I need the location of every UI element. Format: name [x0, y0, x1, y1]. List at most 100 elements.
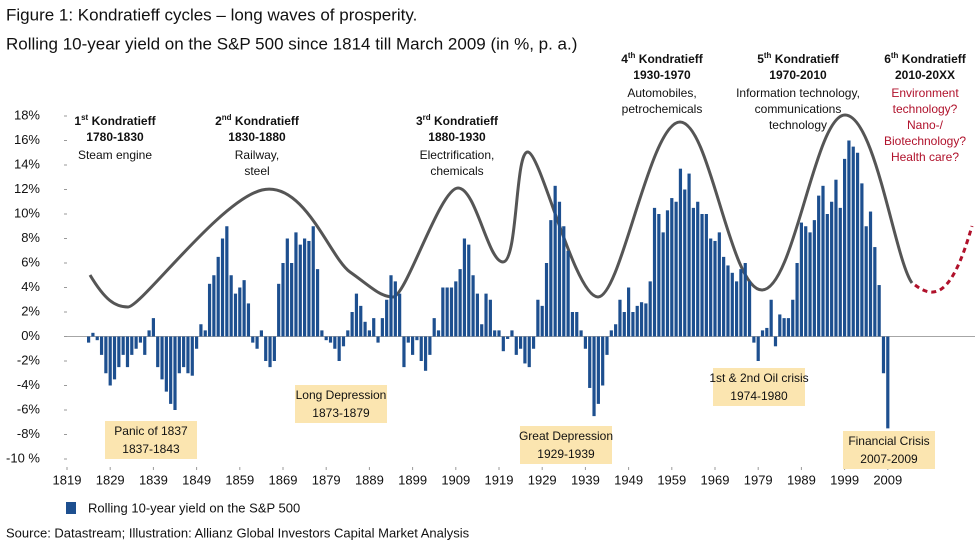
bar — [851, 146, 855, 337]
bar — [182, 336, 186, 368]
bar — [290, 263, 294, 337]
bar — [873, 247, 877, 337]
bar — [449, 287, 454, 337]
bar — [553, 185, 557, 337]
bar — [307, 240, 311, 337]
bar — [359, 305, 363, 337]
cycle-suffix: th — [764, 51, 772, 60]
bar — [423, 336, 428, 371]
bar — [631, 312, 635, 337]
x-tick-label: 1909 — [441, 472, 470, 487]
bar — [160, 336, 164, 380]
bar — [752, 336, 756, 343]
bar — [138, 336, 143, 343]
bar — [808, 232, 812, 337]
bar — [428, 336, 432, 355]
crisis-name: Long Depression — [296, 388, 387, 402]
bar — [242, 280, 246, 337]
bar — [622, 312, 626, 337]
x-tick-label: 1859 — [225, 472, 254, 487]
bar — [579, 330, 583, 337]
bar — [886, 336, 890, 429]
bar — [164, 336, 168, 392]
bar — [583, 336, 587, 349]
bar — [272, 336, 276, 361]
bar — [536, 299, 540, 337]
cycle-years: 1780-1830 — [86, 130, 144, 144]
bar — [696, 201, 700, 337]
crisis-box — [105, 421, 197, 459]
cycle-ordinal: 1 — [74, 114, 81, 128]
bar — [843, 158, 847, 337]
bar — [687, 173, 691, 337]
bar — [834, 179, 838, 337]
bar — [652, 207, 657, 337]
bar — [376, 336, 380, 343]
bar — [562, 226, 566, 337]
crisis-years: 1837-1843 — [122, 442, 180, 456]
bar — [864, 226, 868, 337]
bar — [216, 256, 220, 337]
bar — [130, 336, 134, 355]
bar — [341, 336, 346, 347]
bar — [251, 336, 255, 343]
bar — [121, 336, 125, 355]
bar — [294, 232, 298, 337]
cycle-name: Kondratieff — [232, 114, 300, 128]
cycle-years: 1880-1930 — [428, 130, 486, 144]
x-tick-label: 1869 — [269, 472, 298, 487]
x-tick-label: 1819 — [53, 472, 82, 487]
bar — [207, 283, 212, 337]
cycle-desc: Steam engine — [78, 148, 152, 162]
crisis-box — [843, 431, 935, 469]
bar — [523, 336, 527, 364]
x-tick-label: 1889 — [355, 472, 384, 487]
bar — [350, 312, 354, 337]
bar — [186, 336, 190, 374]
bar — [799, 222, 803, 337]
bar — [475, 293, 479, 337]
bar — [311, 226, 315, 337]
y-tick-label: 12% — [14, 181, 40, 196]
bar — [380, 318, 384, 337]
x-tick-label: 1979 — [744, 472, 773, 487]
bar — [389, 275, 393, 337]
y-tick-label: 18% — [14, 107, 40, 122]
bar — [596, 336, 600, 404]
cycle-desc: Environment — [891, 86, 959, 100]
bar — [229, 275, 233, 337]
bar — [169, 336, 173, 404]
bar — [570, 312, 575, 337]
bar — [635, 305, 639, 337]
bar — [510, 330, 514, 337]
legend-swatch — [66, 502, 76, 514]
y-tick-label: 4% — [21, 279, 40, 294]
bar — [203, 330, 207, 337]
bar — [717, 232, 721, 337]
bar — [769, 299, 773, 337]
bar — [225, 226, 229, 337]
bar — [454, 281, 458, 337]
cycle-suffix: th — [891, 51, 899, 60]
bar — [506, 336, 510, 339]
y-tick-label: -2% — [17, 352, 41, 367]
cycle-ordinal: 3 — [416, 114, 423, 128]
bar — [557, 201, 562, 337]
bar — [415, 336, 419, 341]
bar — [147, 330, 151, 337]
bar — [877, 285, 881, 337]
bar — [847, 140, 851, 337]
bar — [514, 336, 518, 355]
bar — [501, 336, 505, 352]
bar — [540, 305, 544, 337]
bar — [786, 318, 791, 337]
crisis-name: Great Depression — [519, 429, 613, 443]
bar — [367, 330, 371, 337]
bar — [233, 293, 238, 337]
x-tick-label: 1929 — [528, 472, 557, 487]
cycle-suffix: nd — [222, 113, 232, 122]
bar — [804, 226, 808, 337]
bar — [406, 336, 410, 343]
cycle-desc: Electrification, — [420, 148, 495, 162]
